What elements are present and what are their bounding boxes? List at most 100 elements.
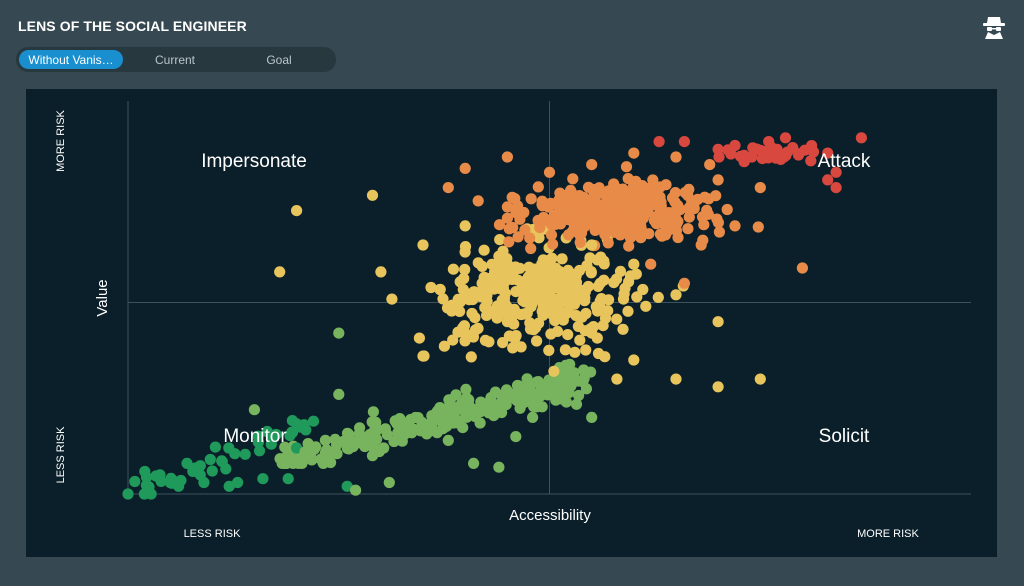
spy-icon[interactable] [981,14,1007,40]
scatter-point [647,174,659,186]
scatter-point [518,289,530,301]
scatter-point [570,398,583,410]
scatter-point [475,291,487,303]
scatter-point [494,275,506,287]
scatter-point [426,410,438,422]
scatter-point [642,206,654,218]
scatter-point [587,203,599,215]
scatter-point [459,327,471,339]
scatter-point [721,203,733,216]
scatter-point [830,166,842,178]
scatter-point [350,484,362,496]
scatter-point [342,442,354,454]
scatter-point [493,261,505,274]
scatter-point [472,195,484,207]
scatter-point [628,258,640,270]
scatter-point [343,428,355,440]
scatter-point [459,220,471,232]
scatter-point [747,142,759,154]
scatter-point [758,150,770,162]
scatter-point [307,415,320,427]
scatter-point [519,224,531,236]
x-axis-title: Accessibility [509,507,591,524]
scatter-point [459,241,472,253]
scatter-point [317,456,329,468]
scatter-point [559,344,572,356]
scatter-point [614,265,627,277]
scatter-point [500,390,512,403]
scatter-point [434,415,446,427]
scatter-point [291,418,303,430]
scatter-point [381,429,393,441]
scatter-point [692,193,704,205]
scatter-point [644,197,657,209]
scatter-point [710,190,722,202]
scatter-point [568,298,581,310]
scatter-point [524,317,536,329]
scatter-point [533,317,545,329]
scatter-point [645,258,657,270]
scatter-point [543,277,556,289]
scatter-point [822,174,834,186]
scatter-point [545,328,557,340]
y-axis-title: Value [94,279,111,316]
tab-current[interactable]: Current [154,52,195,67]
scatter-point [779,132,792,144]
scatter-point [503,236,515,248]
scatter-point [643,228,655,240]
scatter-point [261,425,273,438]
scatter-point [610,203,622,215]
scatter-point [204,453,216,466]
scatter-point [592,347,605,360]
scatter-point [586,159,598,171]
scatter-point [366,189,379,201]
scatter-point [805,155,817,167]
tab-goal[interactable]: Goal [266,52,292,67]
scatter-point [640,300,652,312]
scatter-point [623,240,635,252]
scatter-point [597,320,609,332]
scatter-point [556,310,568,322]
scatter-point [493,250,505,262]
scatter-point [628,354,640,366]
tab-without-vanish[interactable]: Without Vanis… [19,50,123,69]
scatter-point [518,396,530,408]
scatter-point [389,415,401,427]
scatter-point [523,261,535,273]
scatter-point [670,225,683,237]
scatter-point [459,263,471,276]
scatter-point [434,283,446,296]
scatter-point [650,218,663,230]
scatter-point [595,251,607,263]
scatter-point [239,448,251,460]
scatter-point [527,411,539,423]
view-tabs: Without Vanis… Current Goal [16,47,336,72]
scatter-point [512,231,524,243]
scatter-point [319,434,331,446]
scatter-point [140,471,153,483]
scatter-point [622,305,634,317]
scatter-point [653,136,665,148]
scatter-point [771,143,783,155]
scatter-point [418,419,430,431]
scatter-point [670,151,682,163]
scatter-point [333,388,345,400]
scatter-point [498,292,510,304]
scatter-point [628,147,640,159]
scatter-point [458,272,470,285]
scatter-point [580,344,592,356]
scatter-point [567,173,579,185]
scatter-point [248,404,260,416]
scatter-point [476,260,488,272]
scatter-point [425,281,437,294]
scatter-point [460,400,472,412]
scatter-point [296,457,308,469]
scatter-point [476,277,488,289]
scatter-point [591,305,604,317]
scatter-point [746,151,758,163]
scatter-point [447,263,459,275]
scatter-point [581,260,593,272]
scatter-point [546,252,558,264]
scatter-point [752,221,764,233]
scatter-point [501,151,513,163]
